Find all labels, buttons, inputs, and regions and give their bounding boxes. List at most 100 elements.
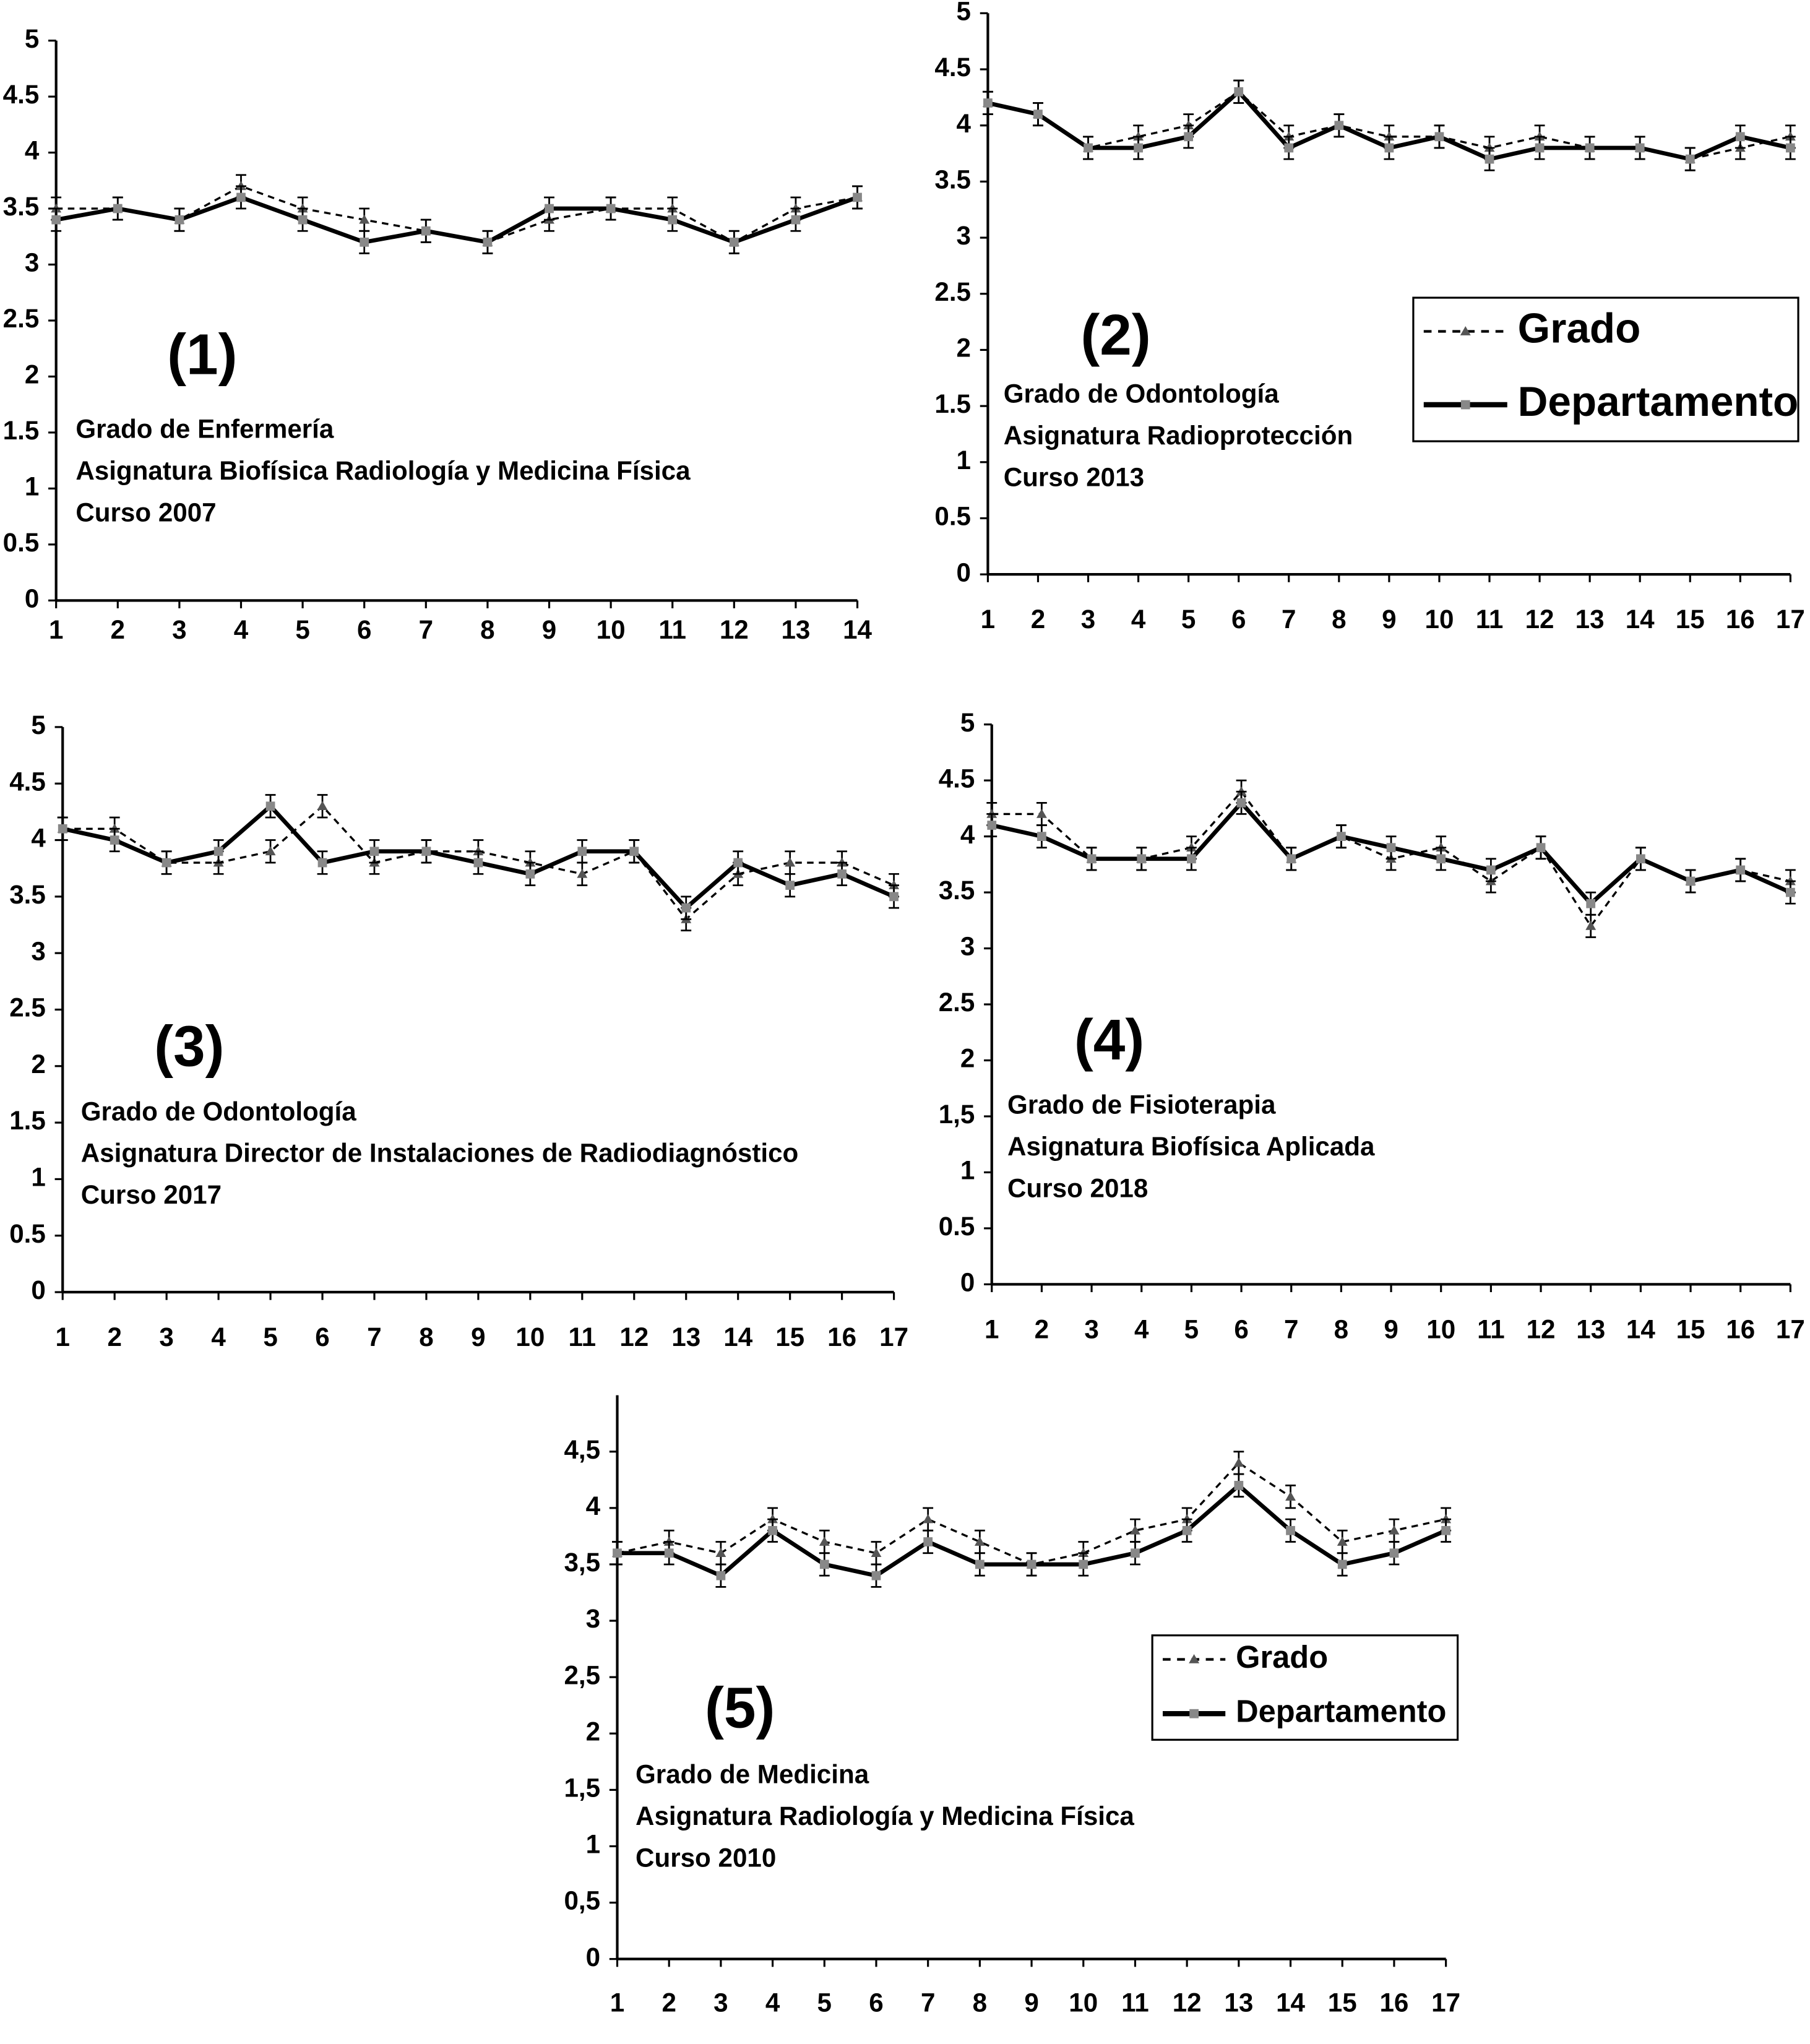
x-tick-label: 6 xyxy=(1234,1314,1248,1343)
x-tick-label: 15 xyxy=(1676,1314,1705,1343)
annotation-line: Curso 2010 xyxy=(636,1843,776,1873)
y-tick-label: 4 xyxy=(586,1491,601,1520)
y-tick-label: 2.5 xyxy=(939,988,975,1017)
marker xyxy=(1284,143,1294,153)
marker xyxy=(265,846,276,856)
y-tick-label: 2.5 xyxy=(934,277,971,306)
y-tick-label: 2 xyxy=(31,1050,45,1079)
x-tick-label: 11 xyxy=(1476,605,1504,634)
marker xyxy=(213,847,223,856)
marker xyxy=(983,98,993,108)
x-tick-label: 6 xyxy=(869,1988,883,2017)
y-tick-label: 2 xyxy=(957,334,971,363)
x-tick-label: 14 xyxy=(843,615,872,644)
marker xyxy=(1735,132,1745,142)
x-tick-label: 17 xyxy=(1431,1988,1460,2017)
x-tick-label: 14 xyxy=(1276,1988,1305,2017)
x-tick-label: 5 xyxy=(1184,1314,1199,1343)
marker xyxy=(1084,143,1093,153)
marker xyxy=(923,1514,934,1524)
y-tick-label: 2.5 xyxy=(9,993,46,1022)
legend-label: Grado xyxy=(1236,1639,1328,1675)
x-tick-label: 7 xyxy=(921,1988,935,2017)
annotation-line: Asignatura Biofísica Aplicada xyxy=(1007,1132,1375,1161)
x-tick-label: 4 xyxy=(211,1322,226,1352)
y-tick-label: 2 xyxy=(25,360,39,389)
marker xyxy=(1182,1525,1192,1535)
x-tick-label: 6 xyxy=(1231,605,1246,634)
x-tick-label: 17 xyxy=(1776,1314,1805,1343)
x-tick-label: 16 xyxy=(1726,605,1755,634)
marker xyxy=(819,1537,830,1546)
legend-label: Departamento xyxy=(1518,379,1799,425)
marker xyxy=(837,869,847,879)
marker xyxy=(1189,1654,1200,1663)
marker xyxy=(1486,865,1496,875)
marker xyxy=(525,869,535,879)
marker xyxy=(1079,1559,1088,1569)
x-tick-label: 4 xyxy=(1134,1314,1149,1343)
marker xyxy=(1389,1525,1400,1535)
y-tick-label: 1 xyxy=(957,446,971,475)
y-tick-label: 4.5 xyxy=(934,53,971,82)
marker xyxy=(681,903,691,913)
y-tick-label: 1 xyxy=(31,1163,45,1192)
marker xyxy=(577,868,588,878)
annotation-line: Curso 2017 xyxy=(81,1180,222,1209)
legend-box xyxy=(1151,1634,1459,1741)
marker xyxy=(1436,854,1446,864)
panel: 00.511.522.533.544.551 2 3 4 5 6 7 8 9 10 11 12 13 14… xyxy=(3,24,873,644)
x-tick-label: 15 xyxy=(1328,1988,1357,2017)
marker xyxy=(51,215,61,225)
marker xyxy=(871,1548,882,1558)
y-tick-label: 3.5 xyxy=(934,165,971,194)
x-tick-label: 17 xyxy=(1776,605,1805,634)
legend-box xyxy=(1412,296,1799,442)
marker xyxy=(1536,843,1546,853)
x-tick-label: 9 xyxy=(1382,605,1396,634)
legend: Grado Departamento xyxy=(1151,1634,1459,1741)
marker xyxy=(317,801,328,811)
x-tick-label: 5 xyxy=(817,1988,832,2017)
x-tick-label: 2 xyxy=(1035,1314,1049,1343)
marker xyxy=(265,801,275,811)
panel: 00.511.522.533.544.551 2 3 4 5 6 7 8 9 10 11 12 13 14… xyxy=(9,710,908,1352)
marker xyxy=(1286,1525,1295,1535)
marker xyxy=(668,215,678,225)
x-tick-label: 9 xyxy=(1024,1988,1038,2017)
annotation-line: Asignatura Biofísica Radiología y Medici… xyxy=(75,456,691,485)
marker xyxy=(110,835,119,845)
legend-label: Departamento xyxy=(1236,1694,1446,1729)
y-tick-label: 3 xyxy=(586,1604,600,1633)
x-tick-label: 7 xyxy=(367,1322,381,1352)
legend-label: Grado xyxy=(1518,305,1641,351)
x-tick-label: 5 xyxy=(263,1322,277,1352)
x-tick-label: 11 xyxy=(1121,1988,1149,2017)
x-tick-label: 6 xyxy=(315,1322,329,1352)
marker xyxy=(733,858,743,868)
x-tick-label: 5 xyxy=(295,615,309,644)
x-tick-label: 10 xyxy=(515,1322,545,1352)
series-line xyxy=(56,185,858,244)
y-tick-label: 0.5 xyxy=(934,502,971,531)
x-tick-label: 3 xyxy=(1084,1314,1098,1343)
marker xyxy=(545,204,554,213)
marker xyxy=(1036,808,1047,818)
marker xyxy=(1184,132,1194,142)
annotation-line: Curso 2013 xyxy=(1004,462,1144,491)
x-tick-label: 9 xyxy=(1384,1314,1398,1343)
y-tick-label: 3 xyxy=(960,932,975,961)
marker xyxy=(715,1548,726,1558)
marker xyxy=(1635,143,1645,153)
x-tick-label: 2 xyxy=(107,1322,121,1352)
marker xyxy=(175,215,184,225)
annotation-line: Grado de Fisioterapia xyxy=(1007,1090,1276,1119)
marker xyxy=(1460,400,1470,410)
x-tick-label: 12 xyxy=(720,615,749,644)
marker xyxy=(975,1559,985,1569)
marker xyxy=(421,226,431,236)
x-tick-label: 4 xyxy=(765,1988,780,2017)
legend: Grado Departamento xyxy=(1412,296,1799,442)
marker xyxy=(716,1571,726,1580)
